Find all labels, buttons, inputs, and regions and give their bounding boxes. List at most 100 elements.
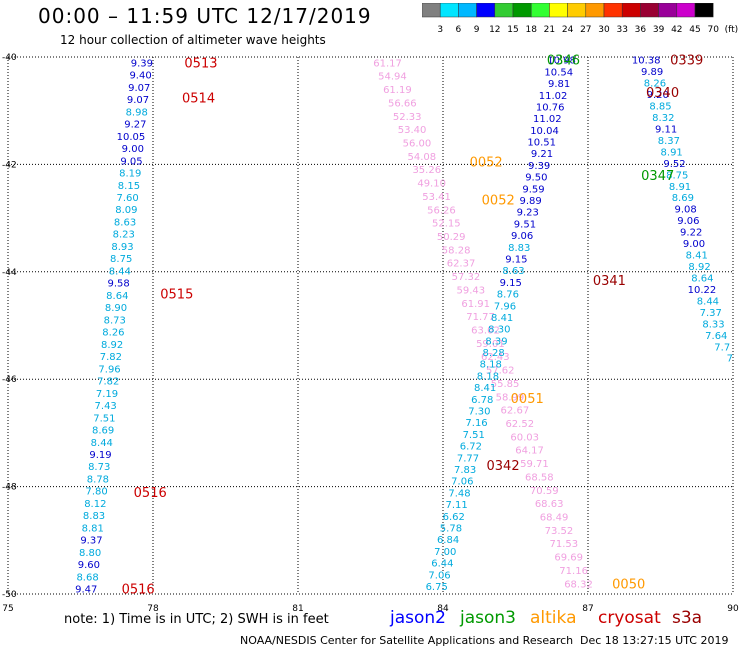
colorbar-tick-label: 21 — [544, 25, 555, 35]
wave-height-value: 61.17 — [373, 58, 402, 69]
wave-height-value: 8.44 — [91, 438, 113, 449]
wave-height-value: 55.85 — [491, 379, 520, 390]
wave-height-value: 8.75 — [666, 170, 688, 181]
colorbar-tick-label: 70 — [707, 25, 719, 35]
wave-height-value: 8.37 — [658, 136, 680, 147]
wave-height-value: 9.19 — [89, 450, 111, 461]
colorbar-tick-label: 12 — [489, 25, 500, 35]
wave-height-value: 5.78 — [440, 523, 462, 534]
wave-height-value: 73.52 — [545, 526, 574, 537]
legend-jason2: jason2 — [390, 608, 446, 628]
wave-height-value: 9.21 — [531, 149, 553, 160]
wave-height-value: 9.15 — [500, 278, 522, 289]
wave-height-value: 9.81 — [548, 79, 570, 90]
wave-height-value: 9.89 — [641, 67, 663, 78]
wave-height-value: 9.23 — [517, 208, 539, 219]
wave-height-value: 8.80 — [79, 548, 101, 559]
wave-height-value: 8.33 — [702, 319, 724, 330]
wave-height-value: 8.64 — [691, 273, 713, 284]
y-tick-label: -40 — [2, 53, 17, 63]
wave-height-value: 7.43 — [95, 401, 117, 412]
wave-height-value: 9.07 — [127, 95, 149, 106]
y-tick-label: -42 — [2, 160, 17, 170]
wave-height-value: 9.52 — [663, 159, 685, 170]
wave-height-value: 59.01 — [476, 339, 505, 350]
colorbar-tick-label: 42 — [671, 25, 682, 35]
wave-height-value: 7.83 — [454, 465, 476, 476]
pass-label: 0347 — [641, 169, 674, 184]
footer-note: note: 1) Time is in UTC; 2) SWH is in fe… — [64, 612, 329, 627]
wave-height-value: 50.29 — [437, 232, 466, 243]
wave-height-value: 56.66 — [388, 98, 417, 109]
wave-height-value: 8.32 — [652, 113, 674, 124]
pass-label: 0346 — [547, 54, 580, 69]
wave-height-value: 10.76 — [536, 102, 565, 113]
x-tick-label: 90 — [727, 604, 739, 614]
wave-height-value: 9.58 — [107, 279, 129, 290]
wave-height-value: 10.98 — [547, 56, 576, 67]
wave-height-value: 8.69 — [672, 193, 694, 204]
wave-height-value: 59.43 — [456, 285, 485, 296]
wave-height-value: 35.26 — [412, 165, 441, 176]
wave-height-value: 9.06 — [511, 231, 533, 242]
y-tick-label: -44 — [2, 268, 17, 278]
wave-height-value: 8.92 — [688, 262, 710, 273]
wave-height-value: 62.43 — [481, 352, 510, 363]
wave-height-value: 7.48 — [448, 488, 470, 499]
y-tick-label: -46 — [2, 375, 17, 385]
x-tick-label: 75 — [2, 604, 13, 614]
chart-title: 00:00 – 11:59 UTC 12/17/2019 — [38, 4, 372, 28]
wave-height-value: 9.40 — [129, 71, 151, 82]
wave-height-value: 71.16 — [559, 566, 588, 577]
wave-height-value: 9.47 — [75, 585, 97, 596]
wave-height-value: 7.16 — [465, 418, 487, 429]
wave-height-value: 56.00 — [403, 139, 432, 150]
wave-height-value: 68.58 — [525, 472, 554, 483]
wave-height-value: 8.18 — [480, 360, 502, 371]
colorbar-tick-label: 9 — [474, 25, 480, 35]
wave-height-value: 63.02 — [471, 325, 500, 336]
wave-height-value: 8.26 — [644, 79, 666, 90]
legend-jason3: jason3 — [460, 608, 516, 628]
wave-height-value: 10.22 — [688, 285, 717, 296]
wave-height-value: 7.51 — [463, 430, 485, 441]
wave-height-value: 58.99 — [496, 392, 525, 403]
pass-label: 0516 — [122, 583, 155, 598]
y-tick-label: -50 — [2, 590, 17, 600]
wave-height-value: 8.63 — [502, 266, 524, 277]
wave-height-value: 8.30 — [488, 325, 510, 336]
pass-label: 0339 — [670, 54, 703, 69]
colorbar-tick-label: 33 — [616, 25, 627, 35]
wave-height-value: 8.81 — [82, 523, 104, 534]
wave-height-value: 62.37 — [447, 259, 476, 270]
wave-height-value: 61.91 — [461, 299, 490, 310]
x-tick-label: 87 — [582, 604, 593, 614]
wave-height-value: 57.62 — [486, 366, 515, 377]
wave-height-value: 70.59 — [530, 486, 559, 497]
wave-height-value: 8.73 — [104, 315, 126, 326]
wave-height-value: 8.41 — [686, 251, 708, 262]
chart-subtitle: 12 hour collection of altimeter wave hei… — [60, 33, 326, 47]
wave-height-value: 59.71 — [520, 459, 549, 470]
wave-height-value: 8.44 — [697, 296, 719, 307]
wave-height-value: 11.02 — [539, 91, 568, 102]
wave-height-value: 9.60 — [78, 560, 100, 571]
wave-height-value: 9.37 — [80, 536, 102, 547]
wave-height-value: 9.20 — [647, 90, 669, 101]
wave-height-value: 8.09 — [115, 205, 137, 216]
pass-label: 0515 — [160, 287, 193, 302]
wave-height-value: 7.64 — [705, 331, 727, 342]
wave-height-value: 8.23 — [113, 230, 135, 241]
wave-height-value: 8.76 — [497, 290, 519, 301]
colorbar-tick-label: 30 — [598, 25, 610, 35]
colorbar-tick-label: 18 — [525, 25, 537, 35]
wave-height-value: 10.54 — [544, 67, 573, 78]
wave-height-value: 8.41 — [491, 313, 513, 324]
wave-height-value: 7.80 — [85, 487, 107, 498]
y-tick-label: -48 — [2, 483, 17, 493]
wave-height-value: 7.30 — [468, 407, 490, 418]
pass-label: 0340 — [646, 86, 679, 101]
wave-height-value: 9.39 — [528, 161, 550, 172]
wave-height-value: 6.62 — [443, 512, 465, 523]
pass-label: 0342 — [487, 459, 520, 474]
